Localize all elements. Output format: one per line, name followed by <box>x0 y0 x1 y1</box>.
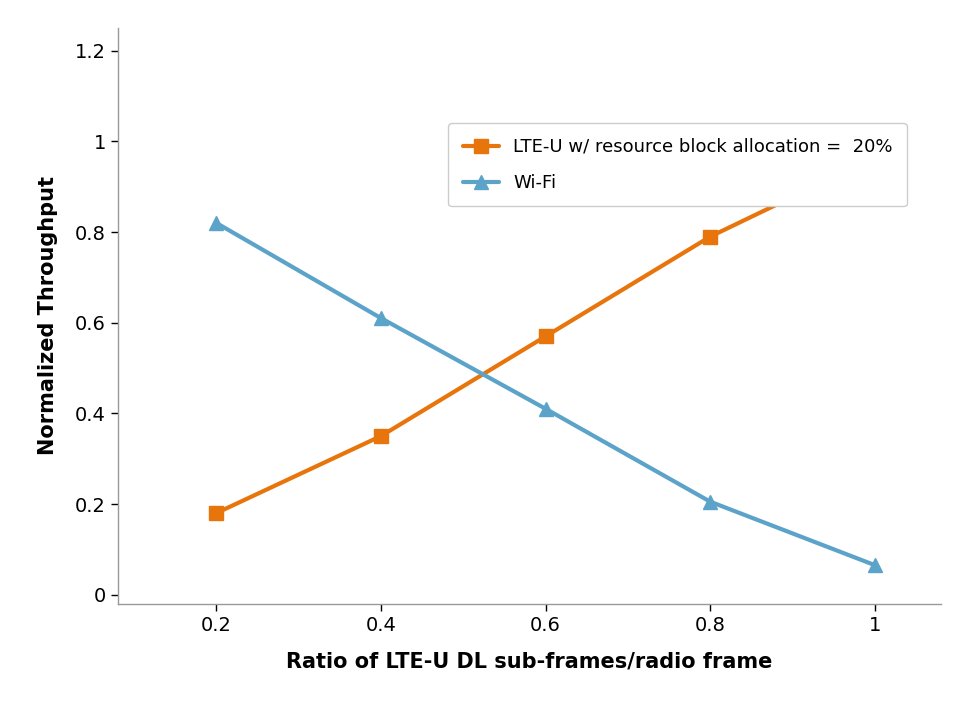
Wi-Fi <box>540 404 552 413</box>
X-axis label: Ratio of LTE-U DL sub-frames/radio frame: Ratio of LTE-U DL sub-frames/radio frame <box>286 651 772 671</box>
Legend: LTE-U w/ resource block allocation =  20%, Wi-Fi: LTE-U w/ resource block allocation = 20%… <box>448 124 907 206</box>
Wi-Fi <box>869 561 881 569</box>
LTE-U w/ resource block allocation =  20% <box>540 332 552 340</box>
Line: LTE-U w/ resource block allocation =  20%: LTE-U w/ resource block allocation = 20% <box>210 150 882 520</box>
Wi-Fi <box>705 498 716 506</box>
LTE-U w/ resource block allocation =  20% <box>705 232 716 241</box>
Line: Wi-Fi: Wi-Fi <box>210 216 882 572</box>
Y-axis label: Normalized Throughput: Normalized Throughput <box>38 176 58 456</box>
LTE-U w/ resource block allocation =  20% <box>375 432 387 440</box>
LTE-U w/ resource block allocation =  20% <box>869 153 881 161</box>
Wi-Fi <box>375 314 387 322</box>
LTE-U w/ resource block allocation =  20% <box>211 509 222 517</box>
Wi-Fi <box>211 219 222 227</box>
